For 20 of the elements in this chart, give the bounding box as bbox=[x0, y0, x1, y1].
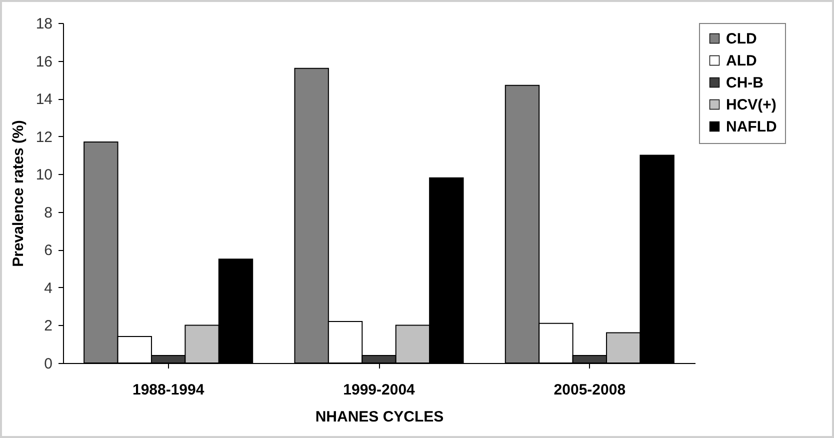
x-tick-label: 2005-2008 bbox=[554, 382, 626, 398]
legend-label: NAFLD bbox=[726, 118, 777, 136]
y-tick-label: 12 bbox=[36, 128, 52, 146]
y-axis-title: Prevalence rates (%) bbox=[10, 120, 27, 267]
legend-label: HCV(+) bbox=[726, 96, 776, 114]
y-tick-label: 14 bbox=[36, 91, 52, 108]
legend-label: CLD bbox=[726, 30, 757, 48]
legend-label: ALD bbox=[726, 52, 757, 70]
y-tick-label: 18 bbox=[36, 16, 52, 32]
y-tick-label: 8 bbox=[44, 204, 52, 222]
y-tick-label: 2 bbox=[44, 318, 52, 335]
y-tick-label: 6 bbox=[44, 242, 52, 260]
x-tick-label: 1988-1994 bbox=[132, 382, 205, 398]
y-tick-label: 10 bbox=[36, 166, 52, 184]
y-tick-label: 16 bbox=[36, 53, 52, 70]
y-tick-label: 0 bbox=[44, 356, 52, 372]
legend-label: CH-B bbox=[726, 74, 764, 92]
y-tick-label: 4 bbox=[44, 280, 52, 297]
x-axis-title: NHANES CYCLES bbox=[315, 408, 444, 426]
x-tick-label: 1999-2004 bbox=[343, 382, 416, 398]
